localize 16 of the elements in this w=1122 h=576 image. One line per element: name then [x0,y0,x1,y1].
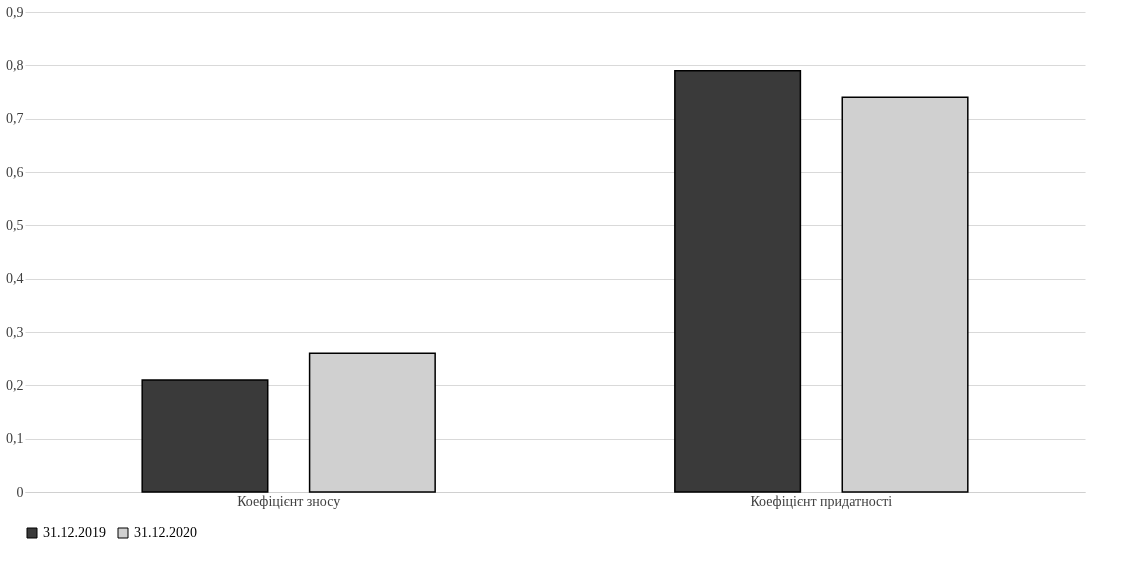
y-tick-label: 0 [16,484,24,500]
y-tick-label: 0,4 [6,271,24,287]
y-tick-label: 0,2 [6,377,24,393]
bar [141,379,269,493]
y-tick-label: 0,5 [6,217,24,233]
legend-label: 31.12.2020 [134,525,197,540]
y-tick-label: 0,9 [6,4,24,20]
x-tick-label: Коефіцієнт придатності [750,493,893,509]
y-tick-label: 0,8 [6,57,24,73]
y-tick-label: 0,6 [6,164,24,180]
bar [674,69,802,493]
y-tick-label: 0,1 [6,431,24,447]
y-tick-label: 0,3 [6,324,24,340]
y-tick-label: 0,7 [6,111,24,127]
x-tick-label: Коефіцієнт зносу [237,493,341,509]
legend-label: 31.12.2019 [43,525,106,540]
